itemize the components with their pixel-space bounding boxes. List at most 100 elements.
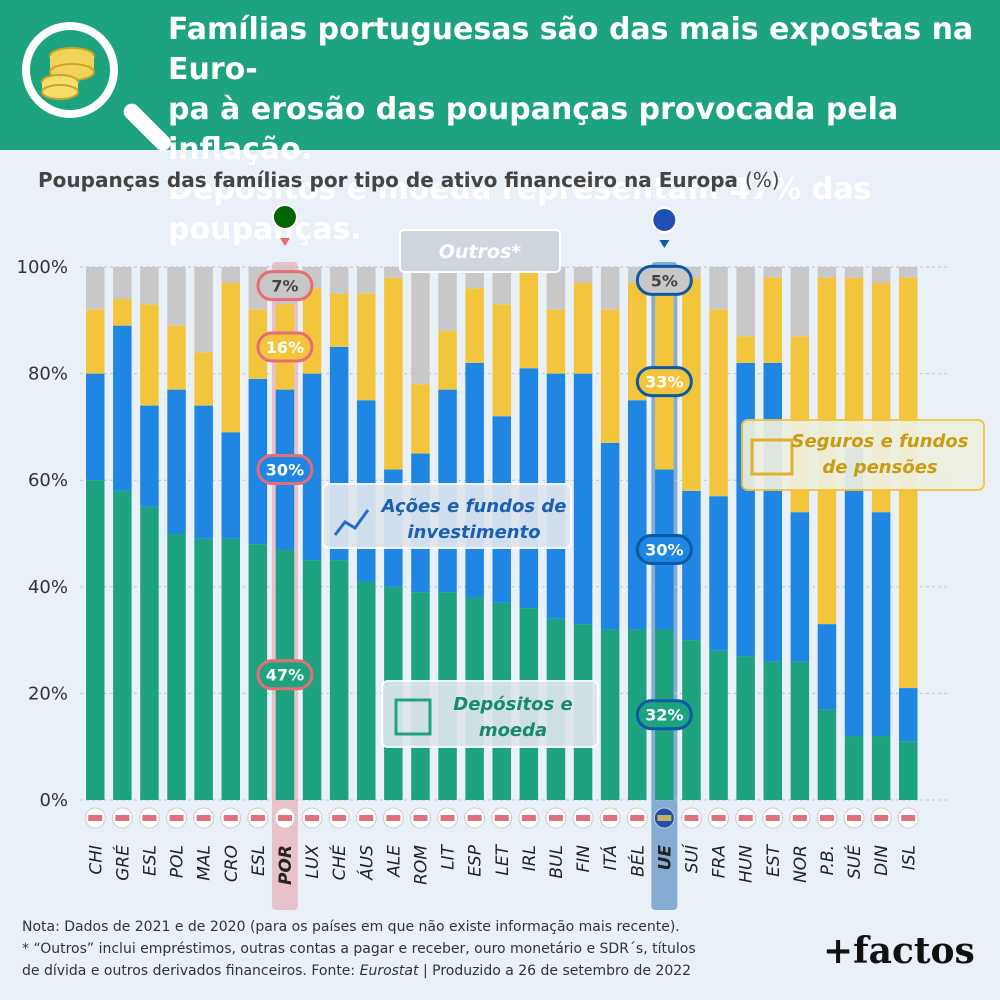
headline: Famílias portuguesas são das mais expost… — [168, 10, 983, 250]
y-tick-label: 80% — [28, 364, 68, 385]
bar-segment — [844, 267, 864, 278]
flag-icon-stripe — [115, 815, 130, 821]
bar-segment — [329, 267, 349, 294]
flag-icon-stripe — [657, 815, 672, 821]
y-tick-label: 60% — [28, 470, 68, 491]
value-badge — [635, 699, 693, 731]
value-badge-label: 32% — [645, 706, 683, 725]
bar-segment — [113, 298, 132, 326]
value-badge-label: 5% — [651, 271, 678, 290]
category-label: NOR — [791, 845, 811, 883]
bar-segment — [384, 267, 403, 278]
category-label: UE — [655, 845, 675, 871]
category-label: P.B. — [818, 845, 838, 875]
bar-segment — [221, 538, 240, 800]
header-banner: Famílias portuguesas são das mais expost… — [0, 0, 1000, 247]
bar-segment — [86, 480, 105, 800]
bar-segment — [573, 373, 593, 625]
flag-icon-stripe — [223, 815, 238, 821]
category-label: SUÉ — [843, 845, 865, 879]
bar-segment — [600, 629, 620, 800]
value-badge — [256, 331, 314, 363]
value-badge-label: 30% — [645, 540, 683, 559]
flag-icon-stripe — [88, 815, 103, 821]
category-label: CRO — [222, 845, 242, 882]
bar-segment — [817, 267, 837, 278]
bar-segment — [763, 267, 782, 278]
category-label: DIN — [872, 845, 892, 876]
bar-segment — [628, 400, 647, 630]
value-badge-label: 30% — [266, 461, 304, 480]
y-tick-label: 0% — [39, 790, 68, 811]
bar-segment — [763, 277, 782, 363]
magnifier-coins-icon — [22, 22, 118, 118]
depositos-annotation: Depósitos e — [453, 694, 572, 715]
pin-arrow-icon — [659, 240, 670, 248]
pin-arrow-icon — [279, 238, 290, 246]
category-label: CHÉ — [328, 845, 350, 881]
bar-segment — [871, 512, 891, 737]
bar-segment — [844, 736, 864, 800]
flag-icon-stripe — [765, 815, 780, 821]
category-label: MAL — [195, 845, 215, 881]
category-label: POR — [276, 845, 296, 885]
bar-segment — [411, 384, 430, 454]
value-badge — [256, 270, 314, 302]
category-label: ISL — [899, 845, 919, 870]
bar-segment — [844, 277, 864, 449]
bar-segment — [709, 267, 728, 310]
category-label: POL — [168, 845, 188, 878]
bar-segment — [86, 267, 105, 310]
bar-segment — [194, 352, 213, 406]
bar-segment — [302, 288, 322, 374]
bar-segment — [194, 267, 213, 353]
flag-icon-stripe — [819, 815, 834, 821]
bar-segment — [329, 293, 349, 347]
bar-segment — [790, 512, 810, 662]
bar-segment — [113, 490, 132, 800]
headline-line: Famílias portuguesas são das mais expost… — [168, 12, 974, 87]
bar-segment — [221, 282, 240, 433]
stacked-bar-chart: 0% 20% 40% 60% 80% 100% CHI GRÉ ESL POL MAL CRO ESL P… — [17, 204, 985, 910]
flag-icon-stripe — [603, 815, 618, 821]
bank-icon — [394, 698, 432, 736]
bar-segment — [682, 267, 701, 278]
note-text: | Produzido a 26 de setembro de 2022 — [418, 963, 692, 979]
bar-segment — [736, 336, 755, 363]
flag-icon-stripe — [738, 815, 753, 821]
bar-segment — [600, 309, 620, 443]
bar-segment — [790, 267, 810, 337]
acoes-annotation: Ações e fundos de — [380, 496, 567, 517]
flag-icon-stripe — [548, 815, 563, 821]
flag-icon-stripe — [494, 815, 509, 821]
flag-icon-stripe — [847, 815, 862, 821]
value-badge — [635, 366, 693, 398]
category-label: ESL — [249, 845, 269, 876]
bar-segment — [709, 309, 728, 497]
outros-annotation: Outros* — [439, 241, 521, 263]
bar-segment — [86, 373, 105, 481]
bar-segment — [221, 267, 240, 283]
value-badge — [635, 533, 693, 565]
value-badge-label: 7% — [271, 277, 298, 296]
depositos-annotation: moeda — [479, 720, 547, 741]
bar-segment — [709, 496, 728, 651]
category-label: ESL — [140, 845, 160, 876]
bar-segment — [546, 309, 566, 374]
flag-icon-stripe — [250, 815, 265, 821]
bar-segment — [438, 267, 457, 331]
bar-segment — [763, 362, 782, 662]
category-label: LUX — [303, 845, 323, 879]
flag-icon-stripe — [521, 815, 536, 821]
bar-segment — [357, 267, 376, 294]
flag-icon-stripe — [792, 815, 807, 821]
bar-segment — [221, 432, 240, 539]
bar-segment — [817, 624, 837, 710]
bar-segment — [899, 741, 918, 800]
chart-title: Poupanças das famílias por tipo de ativo… — [38, 168, 780, 192]
flag-icon-stripe — [332, 815, 347, 821]
bar-segment — [194, 538, 213, 800]
note-line: * “Outros” inclui empréstimos, outras co… — [22, 941, 696, 957]
bar-segment — [140, 267, 159, 305]
flag-icon-stripe — [305, 815, 320, 821]
